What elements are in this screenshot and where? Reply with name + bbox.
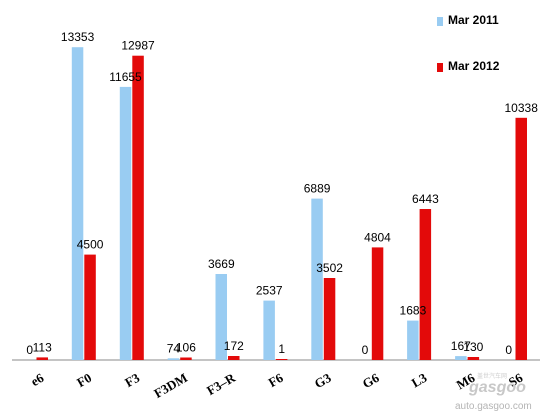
bar-m6-mar-2012 xyxy=(467,357,480,360)
data-label-g6-mar-2011: 0 xyxy=(362,343,369,357)
bar-f0-mar-2011 xyxy=(71,47,84,360)
bar-f3-mar-2012 xyxy=(132,55,144,360)
data-label-f0-mar-2011: 13353 xyxy=(61,30,95,44)
data-label-f3-mar-2012: 12987 xyxy=(121,39,155,53)
bar-g3-mar-2012 xyxy=(323,278,336,360)
data-label-s6-mar-2012: 10338 xyxy=(505,101,539,115)
data-label-m6-mar-2011: 167 xyxy=(451,339,471,353)
category-label-g3: G3 xyxy=(312,370,334,392)
category-label-f3: F3 xyxy=(122,370,142,390)
category-label-f0: F0 xyxy=(74,370,94,390)
data-label-g3-mar-2012: 3502 xyxy=(316,261,343,275)
bar-m6-mar-2011 xyxy=(455,356,467,360)
category-label-f6: F6 xyxy=(266,370,286,390)
bar-s6-mar-2012 xyxy=(515,117,527,360)
data-label-f3-mar-2011: 11655 xyxy=(109,70,142,84)
category-label-f3-r: F3–R xyxy=(204,370,238,398)
watermark-cn-text: 盖世汽车网 xyxy=(477,374,508,380)
category-label-e6: e6 xyxy=(28,370,47,389)
bar-f0-mar-2012 xyxy=(84,254,96,360)
data-label-e6-mar-2012: 113 xyxy=(33,340,52,354)
bar-g6-mar-2012 xyxy=(371,247,384,360)
bar-l3-mar-2012 xyxy=(419,209,432,360)
legend-swatch-mar-2012 xyxy=(437,63,443,72)
data-label-f6-mar-2011: 2537 xyxy=(256,284,283,298)
bar-f6-mar-2011 xyxy=(263,300,275,360)
data-label-f3-r-mar-2012: 172 xyxy=(224,339,244,353)
bar-f3-r-mar-2011 xyxy=(215,274,227,360)
data-label-f3-r-mar-2011: 3669 xyxy=(208,257,235,271)
category-label-f3dm: F3DM xyxy=(151,370,190,401)
legend-item-mar-2012: Mar 2012 xyxy=(435,59,540,77)
legend-item-mar-2011: Mar 2011 xyxy=(435,13,540,31)
category-label-l3: L3 xyxy=(409,370,430,391)
data-label-l3-mar-2011: 1683 xyxy=(400,304,427,318)
data-label-f3dm-mar-2012: 106 xyxy=(176,341,196,355)
bar-f6-mar-2012 xyxy=(275,359,288,360)
bar-f3dm-mar-2011 xyxy=(167,358,180,360)
data-label-f0-mar-2012: 4500 xyxy=(77,238,104,252)
bar-f3-mar-2011 xyxy=(119,86,132,361)
data-label-f6-mar-2012: 1 xyxy=(278,342,285,356)
bar-g3-mar-2011 xyxy=(311,198,323,360)
legend-swatch-mar-2011 xyxy=(437,17,443,26)
gasgoo-watermark: 盖世汽车网 gasgoo auto.gasgoo.com xyxy=(455,374,539,415)
category-label-g6: G6 xyxy=(360,370,382,392)
data-label-g6-mar-2012: 4804 xyxy=(364,230,391,244)
legend-label-mar-2011: Mar 2011 xyxy=(448,13,499,27)
bar-l3-mar-2011 xyxy=(407,320,419,360)
data-label-m6-mar-2012: 130 xyxy=(463,340,483,354)
data-label-s6-mar-2011: 0 xyxy=(505,343,512,357)
legend-label-mar-2012: Mar 2012 xyxy=(448,59,500,73)
data-label-e6-mar-2011: 0 xyxy=(26,343,33,357)
data-label-f3dm-mar-2011: 74 xyxy=(167,341,181,355)
bar-f3dm-mar-2012 xyxy=(180,357,192,360)
watermark-brand: gasgoo xyxy=(469,379,526,396)
bar-f3-r-mar-2012 xyxy=(228,356,240,360)
data-label-l3-mar-2012: 6443 xyxy=(412,192,439,206)
bar-e6-mar-2012 xyxy=(36,357,48,360)
data-label-g3-mar-2011: 6889 xyxy=(304,182,331,196)
watermark-url: auto.gasgoo.com xyxy=(455,401,532,412)
